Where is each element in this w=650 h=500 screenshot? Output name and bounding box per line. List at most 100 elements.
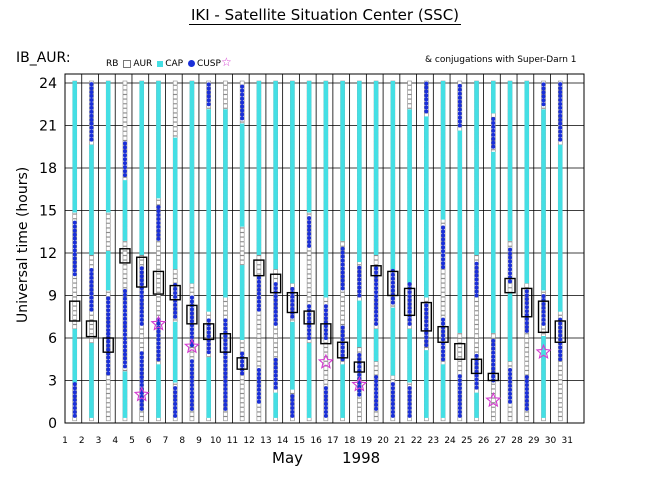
cap-point xyxy=(290,166,295,170)
cusp-point xyxy=(340,262,345,267)
aur-point xyxy=(490,333,496,339)
cap-point xyxy=(524,141,529,146)
cap-point xyxy=(491,240,496,245)
cap-point xyxy=(491,183,496,188)
cap-point xyxy=(239,158,245,163)
cap-point xyxy=(122,389,128,394)
cap-point xyxy=(507,105,513,110)
aur-point xyxy=(156,241,161,247)
cap-point xyxy=(72,201,77,206)
cap-point xyxy=(524,169,529,174)
cusp-point xyxy=(122,153,127,158)
cap-point xyxy=(457,251,463,255)
cap-point xyxy=(89,173,94,178)
cap-point xyxy=(206,268,211,273)
cap-point xyxy=(306,190,312,195)
cap-point xyxy=(407,119,412,124)
cap-point xyxy=(189,112,195,117)
cap-point xyxy=(507,297,513,302)
cusp-point xyxy=(441,261,446,266)
cap-point xyxy=(223,169,228,174)
cusp-point xyxy=(357,364,362,369)
cap-point xyxy=(206,389,211,394)
cusp-point xyxy=(223,371,228,376)
rb-box xyxy=(119,248,131,264)
cusp-point xyxy=(122,328,127,333)
cap-point xyxy=(290,219,295,224)
cap-point xyxy=(239,148,245,153)
cusp-point xyxy=(307,228,312,233)
cap-point xyxy=(507,137,513,142)
cap-point xyxy=(390,325,396,330)
cap-point xyxy=(239,127,245,132)
cusp-point xyxy=(256,387,261,392)
cap-point xyxy=(106,258,111,263)
cap-point xyxy=(290,91,295,96)
cap-point xyxy=(440,98,446,103)
cap-point xyxy=(340,374,345,379)
cusp-point xyxy=(407,409,412,414)
cap-point xyxy=(491,84,496,89)
cap-point xyxy=(507,226,513,231)
cap-point xyxy=(558,236,563,241)
cap-point xyxy=(172,353,178,358)
cap-point xyxy=(323,98,329,103)
cusp-point xyxy=(541,82,546,87)
aur-point xyxy=(156,273,161,279)
cap-point xyxy=(357,314,362,319)
aur-point xyxy=(474,329,479,334)
cap-point xyxy=(306,187,312,192)
cap-point xyxy=(72,374,77,379)
cap-point xyxy=(306,367,312,372)
cap-point xyxy=(172,183,178,188)
cap-point xyxy=(440,176,446,181)
cusp-point xyxy=(524,379,529,384)
cap-point xyxy=(507,307,513,312)
cap-point xyxy=(189,169,195,174)
cap-point xyxy=(156,187,161,192)
aur-point xyxy=(390,375,396,380)
y-tick-label: 9 xyxy=(48,289,57,305)
cap-point xyxy=(474,247,479,252)
cusp-point xyxy=(89,303,94,308)
cusp-point xyxy=(223,363,228,368)
cap-point xyxy=(440,389,446,394)
cap-point xyxy=(541,226,546,231)
cap-point xyxy=(407,357,412,362)
aur-point xyxy=(524,365,530,371)
cusp-point xyxy=(424,97,429,102)
cap-point xyxy=(206,289,211,294)
cap-point xyxy=(474,204,479,209)
cusp-point xyxy=(189,379,194,384)
cusp-point xyxy=(340,337,345,342)
cusp-point xyxy=(541,317,546,322)
cusp-point xyxy=(173,310,178,315)
cap-point xyxy=(139,180,144,185)
cap-point xyxy=(139,134,144,139)
aur-point xyxy=(373,365,379,371)
cap-point xyxy=(72,84,77,89)
cusp-point xyxy=(524,402,529,407)
cap-point xyxy=(541,194,546,199)
cap-point xyxy=(424,169,429,174)
cap-point xyxy=(424,396,429,401)
cap-point xyxy=(206,215,211,220)
cusp-point xyxy=(474,365,479,370)
cap-point xyxy=(139,119,144,124)
cap-point xyxy=(306,95,312,100)
cap-point xyxy=(541,243,546,248)
cusp-point xyxy=(457,91,462,96)
cap-point xyxy=(340,123,345,128)
cap-point xyxy=(407,364,412,369)
cusp-point xyxy=(307,316,312,321)
cap-point xyxy=(273,102,278,107)
cap-point xyxy=(223,247,228,252)
cap-point xyxy=(306,357,312,362)
aur-point xyxy=(256,416,262,422)
cap-point xyxy=(122,208,128,213)
cusp-point xyxy=(223,367,228,372)
cap-point xyxy=(524,243,529,248)
cap-point xyxy=(106,134,111,139)
cap-point xyxy=(340,109,345,114)
cap-point xyxy=(189,279,195,284)
